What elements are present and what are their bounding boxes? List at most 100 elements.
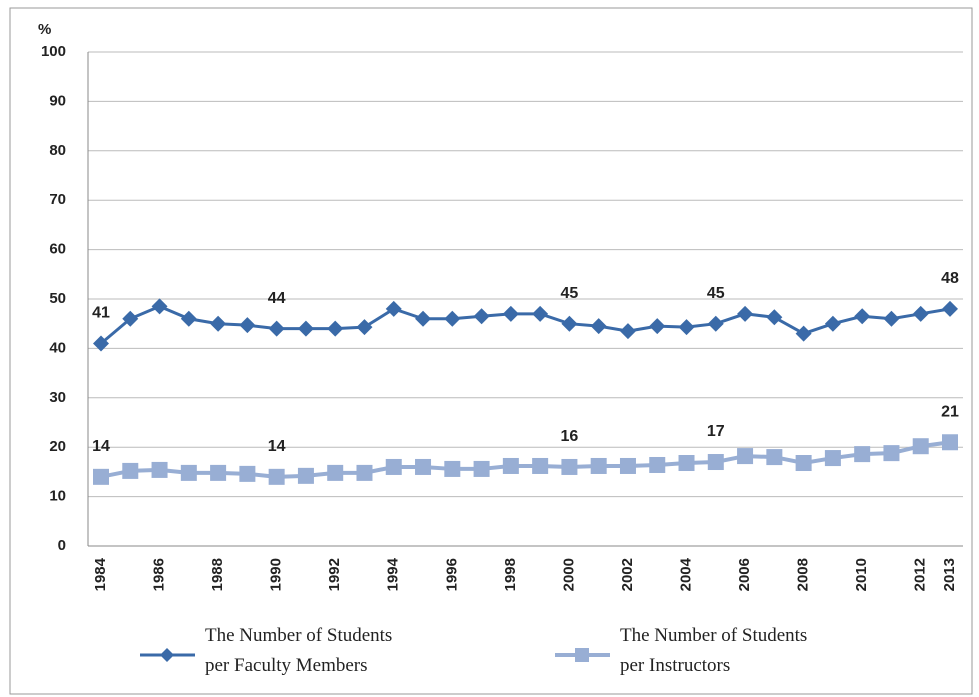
marker <box>444 310 461 327</box>
marker <box>795 325 812 342</box>
marker <box>942 300 958 317</box>
x-tick-label: 2013 <box>941 558 958 591</box>
data-label: 14 <box>268 438 286 455</box>
marker <box>502 305 519 322</box>
marker <box>795 455 812 472</box>
marker <box>122 310 139 327</box>
y-tick-label: 60 <box>49 241 66 258</box>
marker <box>590 318 607 335</box>
marker <box>707 454 724 471</box>
marker <box>824 315 841 332</box>
x-tick-label: 1998 <box>502 558 519 591</box>
marker <box>619 457 636 474</box>
y-tick-label: 0 <box>58 537 66 554</box>
marker <box>239 317 256 334</box>
marker <box>327 320 344 337</box>
x-tick-label: 2000 <box>560 558 577 591</box>
marker <box>180 464 197 481</box>
x-tick-label: 1984 <box>92 557 109 591</box>
marker <box>561 315 578 332</box>
marker <box>297 467 314 484</box>
marker <box>649 318 666 335</box>
marker <box>180 310 197 327</box>
x-tick-label: 1994 <box>385 557 402 591</box>
y-tick-label: 70 <box>49 191 66 208</box>
y-tick-label: 20 <box>49 438 66 455</box>
data-label: 48 <box>941 270 959 287</box>
frame <box>9 7 973 695</box>
marker <box>737 448 754 465</box>
marker <box>444 460 461 477</box>
y-tick-label: 30 <box>49 389 66 406</box>
marker <box>502 457 519 474</box>
legend-line-text: per Instructors <box>620 655 730 676</box>
marker <box>561 458 578 475</box>
marker <box>385 300 402 317</box>
marker <box>912 438 929 455</box>
marker <box>151 298 168 315</box>
marker <box>239 465 256 482</box>
marker <box>151 461 168 478</box>
marker <box>356 319 373 336</box>
legend-marker <box>160 648 174 662</box>
marker <box>210 464 227 481</box>
legend-line-text: The Number of Students <box>205 625 392 646</box>
x-tick-label: 2004 <box>677 557 694 591</box>
marker <box>532 457 549 474</box>
marker <box>210 315 227 332</box>
series-line <box>100 304 951 345</box>
marker <box>415 310 432 327</box>
x-tick-label: 2006 <box>736 558 753 591</box>
y-tick-label: 80 <box>49 142 66 159</box>
y-tick-label: 90 <box>49 92 66 109</box>
marker <box>297 320 314 337</box>
marker <box>356 464 373 481</box>
marker <box>854 446 871 463</box>
marker <box>678 319 695 336</box>
marker <box>942 434 958 451</box>
x-tick-label: 2008 <box>795 558 812 591</box>
x-tick-label: 1996 <box>443 558 460 591</box>
marker <box>385 458 402 475</box>
data-label: 17 <box>707 423 725 440</box>
legend-marker <box>575 648 589 662</box>
data-label: 45 <box>707 285 725 302</box>
data-label: 21 <box>941 403 959 420</box>
marker <box>883 445 900 462</box>
marker <box>268 468 285 485</box>
y-tick-label: 100 <box>41 43 66 60</box>
marker <box>737 305 754 322</box>
data-label: 44 <box>268 290 286 307</box>
marker <box>93 468 109 485</box>
y-axis-label: % <box>38 21 51 38</box>
marker <box>824 450 841 467</box>
y-tick-label: 50 <box>49 290 66 307</box>
marker <box>415 458 432 475</box>
x-tick-label: 1988 <box>209 558 226 591</box>
x-tick-label: 2010 <box>853 558 870 591</box>
legend-label: The Number of Students per Faculty Member… <box>205 625 392 676</box>
marker <box>532 305 549 322</box>
data-label: 41 <box>92 305 110 322</box>
marker <box>766 309 783 326</box>
legend-line-text: per Faculty Members <box>205 655 368 676</box>
x-tick-label: 1990 <box>268 558 285 591</box>
marker <box>912 305 929 322</box>
marker <box>473 460 490 477</box>
marker <box>268 320 285 337</box>
marker <box>707 315 724 332</box>
marker <box>854 308 871 325</box>
marker <box>649 456 666 473</box>
y-tick-label: 10 <box>49 488 66 505</box>
marker <box>93 335 109 352</box>
marker <box>590 457 607 474</box>
x-tick-label: 1992 <box>326 558 343 591</box>
x-tick-label: 2002 <box>619 558 636 591</box>
data-label: 16 <box>561 428 579 445</box>
x-tick-label: 2012 <box>912 558 929 591</box>
x-tick-label: 1986 <box>151 558 168 591</box>
legend-line-text: The Number of Students <box>620 625 807 646</box>
marker <box>473 308 490 325</box>
y-tick-label: 40 <box>49 339 66 356</box>
